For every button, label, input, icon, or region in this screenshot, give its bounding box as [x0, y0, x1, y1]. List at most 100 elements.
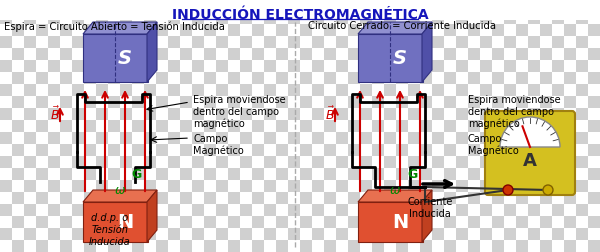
Bar: [576, 216, 588, 228]
Bar: [564, 24, 576, 36]
Bar: [156, 72, 168, 84]
Bar: [540, 60, 552, 72]
Bar: [60, 216, 72, 228]
Polygon shape: [422, 190, 432, 242]
Bar: [228, 144, 240, 156]
Bar: [528, 12, 540, 24]
Bar: [240, 48, 252, 60]
Bar: [492, 192, 504, 204]
Bar: [120, 36, 132, 48]
Bar: [180, 228, 192, 240]
Bar: [216, 228, 228, 240]
Bar: [336, 60, 348, 72]
Bar: [564, 96, 576, 108]
Bar: [504, 192, 516, 204]
Bar: [192, 120, 204, 132]
Bar: [552, 24, 564, 36]
Bar: [120, 240, 132, 252]
Bar: [588, 84, 600, 96]
Bar: [24, 120, 36, 132]
Bar: [264, 0, 276, 12]
Bar: [444, 204, 456, 216]
Bar: [480, 36, 492, 48]
Bar: [0, 96, 12, 108]
Bar: [120, 72, 132, 84]
Bar: [432, 72, 444, 84]
Bar: [504, 72, 516, 84]
Bar: [228, 72, 240, 84]
Bar: [264, 156, 276, 168]
Bar: [444, 108, 456, 120]
Bar: [0, 120, 12, 132]
Bar: [228, 120, 240, 132]
Bar: [420, 48, 432, 60]
Bar: [420, 216, 432, 228]
Bar: [0, 36, 12, 48]
Bar: [432, 144, 444, 156]
Bar: [300, 72, 312, 84]
Bar: [60, 96, 72, 108]
Bar: [132, 180, 144, 192]
Bar: [348, 84, 360, 96]
Bar: [336, 24, 348, 36]
Bar: [456, 120, 468, 132]
Bar: [192, 192, 204, 204]
Bar: [84, 132, 96, 144]
Bar: [372, 144, 384, 156]
Bar: [96, 96, 108, 108]
Text: N: N: [117, 212, 133, 232]
Bar: [72, 96, 84, 108]
Bar: [84, 216, 96, 228]
Bar: [156, 168, 168, 180]
Bar: [588, 180, 600, 192]
Bar: [144, 168, 156, 180]
Bar: [384, 12, 396, 24]
Bar: [24, 84, 36, 96]
Bar: [492, 60, 504, 72]
Bar: [24, 0, 36, 12]
Bar: [204, 72, 216, 84]
Bar: [408, 204, 420, 216]
Bar: [288, 132, 300, 144]
Bar: [0, 24, 12, 36]
Bar: [324, 24, 336, 36]
Bar: [108, 60, 120, 72]
Bar: [372, 228, 384, 240]
Bar: [180, 144, 192, 156]
Bar: [300, 48, 312, 60]
Bar: [360, 12, 372, 24]
Bar: [252, 144, 264, 156]
Bar: [60, 36, 72, 48]
Bar: [108, 0, 120, 12]
Bar: [300, 24, 312, 36]
Bar: [336, 216, 348, 228]
Bar: [564, 0, 576, 12]
Bar: [216, 168, 228, 180]
Bar: [288, 72, 300, 84]
Bar: [360, 24, 372, 36]
Bar: [276, 12, 288, 24]
Bar: [144, 144, 156, 156]
Bar: [144, 132, 156, 144]
Bar: [216, 240, 228, 252]
Bar: [540, 180, 552, 192]
Bar: [408, 12, 420, 24]
Bar: [408, 132, 420, 144]
Bar: [12, 132, 24, 144]
Bar: [336, 108, 348, 120]
Bar: [324, 144, 336, 156]
Bar: [192, 72, 204, 84]
Bar: [168, 48, 180, 60]
Bar: [48, 228, 60, 240]
Bar: [444, 72, 456, 84]
Bar: [396, 240, 408, 252]
Bar: [312, 84, 324, 96]
Text: Corriente
Inducida: Corriente Inducida: [407, 197, 452, 218]
Bar: [552, 12, 564, 24]
Bar: [396, 228, 408, 240]
Bar: [588, 168, 600, 180]
Bar: [276, 180, 288, 192]
Bar: [372, 192, 384, 204]
Bar: [156, 24, 168, 36]
Bar: [288, 240, 300, 252]
